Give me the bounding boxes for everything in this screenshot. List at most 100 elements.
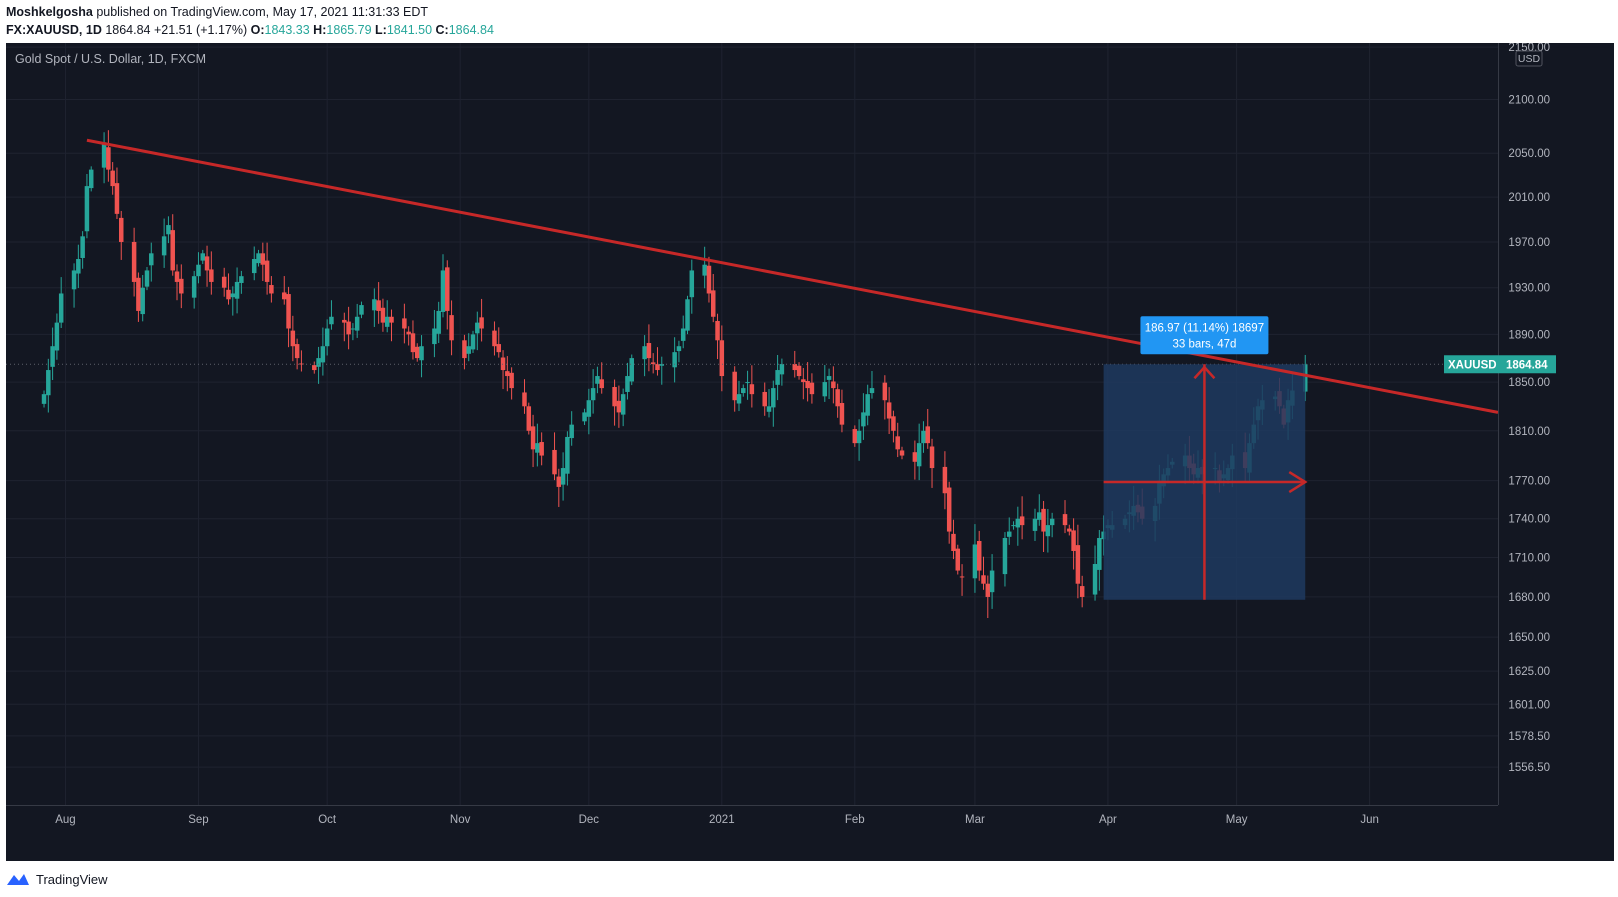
price-tick-label: 2100.00 bbox=[1508, 95, 1550, 107]
measure-arrowhead-up bbox=[1193, 365, 1216, 380]
candle-body bbox=[805, 380, 810, 389]
candle bbox=[46, 358, 51, 413]
candle-body bbox=[586, 400, 592, 417]
price-tick-label: 1850.00 bbox=[1508, 377, 1550, 389]
candle bbox=[492, 321, 497, 356]
candle-body bbox=[552, 449, 557, 475]
time-tick-label: Oct bbox=[318, 814, 337, 826]
candle bbox=[535, 423, 540, 467]
candle-body bbox=[556, 476, 562, 487]
candle-body bbox=[745, 382, 750, 384]
candle bbox=[294, 338, 300, 370]
candle bbox=[432, 309, 437, 358]
candle bbox=[384, 300, 390, 333]
candle-body bbox=[796, 365, 802, 377]
candle-body bbox=[882, 382, 888, 401]
candle bbox=[406, 326, 411, 346]
candle-body bbox=[475, 322, 480, 334]
candle-body bbox=[84, 186, 90, 232]
price-tick-label: 1710.00 bbox=[1508, 552, 1550, 564]
candle bbox=[552, 432, 557, 481]
candle-body bbox=[706, 265, 712, 294]
candle-body bbox=[505, 371, 510, 377]
candle-body bbox=[981, 575, 986, 584]
price-tick-label: 1740.00 bbox=[1508, 514, 1550, 526]
candle-body bbox=[161, 236, 167, 256]
candle-body bbox=[230, 293, 236, 298]
candle-body bbox=[436, 310, 441, 334]
candle-body bbox=[741, 388, 746, 394]
candle-body bbox=[500, 357, 506, 371]
candle-body bbox=[852, 429, 858, 444]
price-tick-label: 1930.00 bbox=[1508, 283, 1550, 295]
candle-body bbox=[445, 267, 450, 311]
price-change: +21.51 (+1.17%) bbox=[154, 23, 248, 37]
chart-frame[interactable]: 186.97 (11.14%) 18697 33 bars, 47d Gold … bbox=[6, 42, 1614, 861]
candle bbox=[710, 273, 716, 323]
candle-body bbox=[535, 443, 540, 453]
candle-body bbox=[539, 442, 544, 456]
candle-body bbox=[354, 316, 360, 331]
candle-body bbox=[282, 292, 287, 300]
candle bbox=[706, 256, 712, 303]
candle-body bbox=[110, 170, 115, 187]
candle-body bbox=[71, 270, 77, 290]
candle bbox=[1002, 532, 1008, 587]
time-tick-label: Sep bbox=[188, 814, 208, 826]
candle-body bbox=[324, 328, 330, 347]
candle bbox=[76, 244, 81, 289]
low-label: L: bbox=[375, 23, 387, 37]
candle bbox=[861, 393, 866, 440]
candle bbox=[779, 358, 785, 386]
candle bbox=[951, 519, 956, 560]
price-tick-label: 1625.00 bbox=[1508, 666, 1550, 678]
candle bbox=[612, 379, 617, 426]
candle-body bbox=[582, 412, 587, 422]
candle-body bbox=[685, 299, 690, 331]
candle bbox=[899, 446, 905, 460]
candle-body bbox=[346, 321, 351, 335]
candle-body bbox=[650, 362, 656, 365]
candle bbox=[745, 370, 750, 400]
price-tick-label: 1890.00 bbox=[1508, 329, 1550, 341]
candle-body bbox=[191, 276, 197, 298]
candle-body bbox=[822, 382, 828, 397]
candle bbox=[569, 411, 574, 446]
candle bbox=[676, 340, 682, 363]
candle bbox=[736, 380, 742, 412]
candle-body bbox=[865, 394, 870, 416]
author-name[interactable]: Moshkelgosha bbox=[6, 5, 93, 19]
candle bbox=[1092, 545, 1098, 601]
candle bbox=[929, 438, 935, 488]
candle-body bbox=[792, 364, 798, 371]
candle-body bbox=[440, 270, 446, 312]
candle bbox=[809, 373, 815, 404]
symbol-label: FX:XAUUSD, 1D bbox=[6, 23, 102, 37]
candle bbox=[312, 361, 317, 374]
candle-body bbox=[530, 426, 536, 450]
candle bbox=[500, 350, 506, 390]
candle bbox=[655, 347, 660, 376]
candle-body bbox=[256, 253, 261, 264]
candle bbox=[839, 389, 845, 433]
candle-body bbox=[612, 387, 617, 407]
candle bbox=[685, 295, 690, 335]
candle-body bbox=[972, 544, 978, 579]
candle bbox=[410, 320, 416, 360]
candle bbox=[166, 216, 171, 244]
price-chart[interactable]: 186.97 (11.14%) 18697 33 bars, 47d Gold … bbox=[6, 42, 1614, 861]
footer[interactable]: TradingView bbox=[6, 868, 108, 890]
candle bbox=[826, 368, 832, 400]
measure-label-box bbox=[1140, 316, 1269, 355]
candle bbox=[41, 390, 47, 408]
price-axis-labels: 2150.002100.002050.002010.001970.001930.… bbox=[1508, 42, 1550, 774]
candle bbox=[659, 356, 665, 385]
candle-body bbox=[989, 570, 995, 593]
trendline bbox=[86, 138, 1499, 414]
candle-body bbox=[771, 388, 776, 408]
candle bbox=[191, 270, 197, 309]
candle bbox=[865, 384, 870, 426]
candle bbox=[886, 387, 892, 434]
candle bbox=[342, 312, 347, 342]
candle-body bbox=[809, 382, 815, 395]
